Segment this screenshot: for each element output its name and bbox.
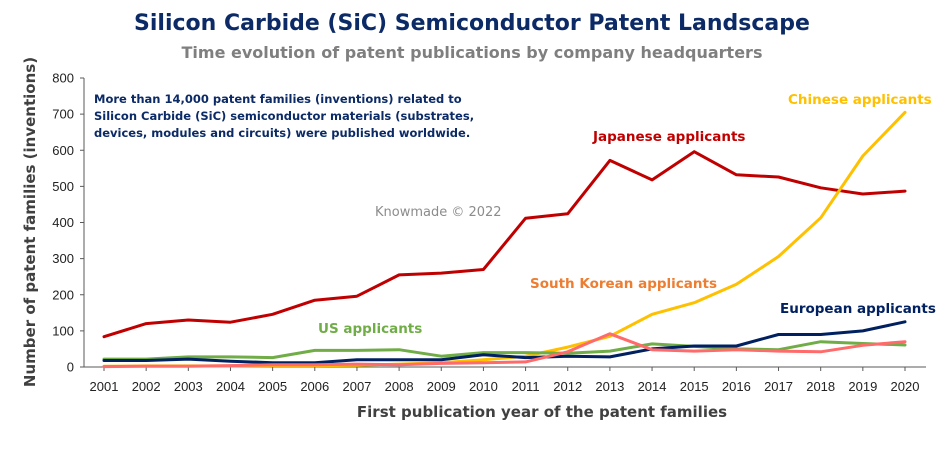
series-lines xyxy=(102,110,907,369)
watermark: Knowmade © 2022 xyxy=(375,205,502,220)
chart-subtitle: Time evolution of patent publications by… xyxy=(182,43,763,62)
x-tick-label: 2002 xyxy=(132,379,161,394)
x-tick-labels: 2001 2002 2003 2004 2005 2006 2007 2008 2009 2010… xyxy=(90,367,920,394)
x-tick-label: 2001 xyxy=(90,379,119,394)
y-tick-label: 600 xyxy=(52,143,74,158)
x-tick-label: 2012 xyxy=(553,379,582,394)
x-tick-label: 2007 xyxy=(342,379,371,394)
x-tick-label: 2013 xyxy=(595,379,624,394)
label-us-applicants: US applicants xyxy=(318,321,422,337)
annotation-line-3: devices, modules and circuits) were publ… xyxy=(94,126,470,140)
y-tick-labels: 0 100 200 300 400 500 600 700 800 xyxy=(52,71,84,375)
annotation-line-2: Silicon Carbide (SiC) semiconductor mate… xyxy=(94,109,474,123)
label-european-applicants: European applicants xyxy=(780,301,936,317)
label-chinese-applicants: Chinese applicants xyxy=(788,92,932,108)
x-tick-label: 2018 xyxy=(806,379,835,394)
x-tick-label: 2015 xyxy=(680,379,709,394)
y-tick-label: 800 xyxy=(52,71,74,86)
x-tick-label: 2011 xyxy=(512,379,540,394)
y-tick-label: 200 xyxy=(52,287,74,302)
x-tick-label: 2004 xyxy=(216,379,245,394)
chart-title: Silicon Carbide (SiC) Semiconductor Pate… xyxy=(134,11,810,36)
x-tick-label: 2017 xyxy=(764,379,793,394)
x-tick-label: 2008 xyxy=(385,379,414,394)
label-japanese-applicants: Japanese applicants xyxy=(592,129,745,145)
x-tick-label: 2010 xyxy=(469,379,498,394)
y-tick-label: 700 xyxy=(52,107,74,122)
x-tick-label: 2020 xyxy=(891,379,920,394)
y-axis-label: Number of patent families (inventions) xyxy=(21,57,39,387)
annotation-line-1: More than 14,000 patent families (invent… xyxy=(94,92,462,106)
series-line-south-korean-applicants xyxy=(102,332,907,369)
series-line-european-applicants xyxy=(102,320,907,365)
y-tick-label: 300 xyxy=(52,251,74,266)
x-axis-label: First publication year of the patent fam… xyxy=(357,403,727,421)
y-tick-label: 400 xyxy=(52,215,74,230)
y-tick-label: 0 xyxy=(67,360,74,375)
series-line-chinese-applicants xyxy=(102,110,907,368)
x-tick-label: 2003 xyxy=(174,379,203,394)
y-tick-label: 500 xyxy=(52,179,74,194)
y-tick-label: 100 xyxy=(52,323,74,338)
x-tick-label: 2006 xyxy=(300,379,329,394)
x-tick-label: 2016 xyxy=(722,379,751,394)
x-tick-label: 2019 xyxy=(848,379,877,394)
series-line-japanese-applicants xyxy=(102,150,907,339)
x-tick-label: 2005 xyxy=(258,379,287,394)
label-south-korean-applicants: South Korean applicants xyxy=(530,276,717,292)
x-tick-label: 2014 xyxy=(638,379,667,394)
x-tick-label: 2009 xyxy=(427,379,456,394)
